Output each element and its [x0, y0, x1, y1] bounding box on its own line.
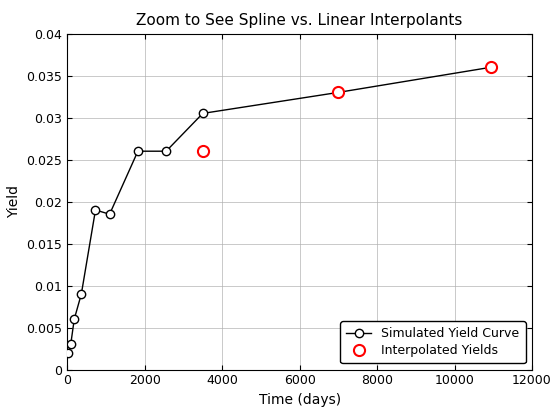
Interpolated Yields — [488, 65, 494, 70]
Simulated Yield Curve — [106, 212, 113, 217]
Simulated Yield Curve — [71, 317, 78, 322]
Simulated Yield Curve — [67, 342, 74, 347]
Line: Interpolated Yields: Interpolated Yields — [197, 62, 497, 157]
Interpolated Yields — [199, 149, 206, 154]
Y-axis label: Yield: Yield — [7, 185, 21, 218]
Legend: Simulated Yield Curve, Interpolated Yields: Simulated Yield Curve, Interpolated Yiel… — [340, 321, 526, 363]
Simulated Yield Curve — [335, 90, 342, 95]
X-axis label: Time (days): Time (days) — [259, 393, 340, 407]
Simulated Yield Curve — [65, 350, 72, 355]
Simulated Yield Curve — [92, 207, 99, 213]
Title: Zoom to See Spline vs. Linear Interpolants: Zoom to See Spline vs. Linear Interpolan… — [137, 13, 463, 28]
Simulated Yield Curve — [488, 65, 494, 70]
Simulated Yield Curve — [78, 291, 85, 297]
Simulated Yield Curve — [163, 149, 170, 154]
Simulated Yield Curve — [134, 149, 141, 154]
Interpolated Yields — [335, 90, 342, 95]
Simulated Yield Curve — [199, 111, 206, 116]
Line: Simulated Yield Curve: Simulated Yield Curve — [64, 63, 496, 357]
